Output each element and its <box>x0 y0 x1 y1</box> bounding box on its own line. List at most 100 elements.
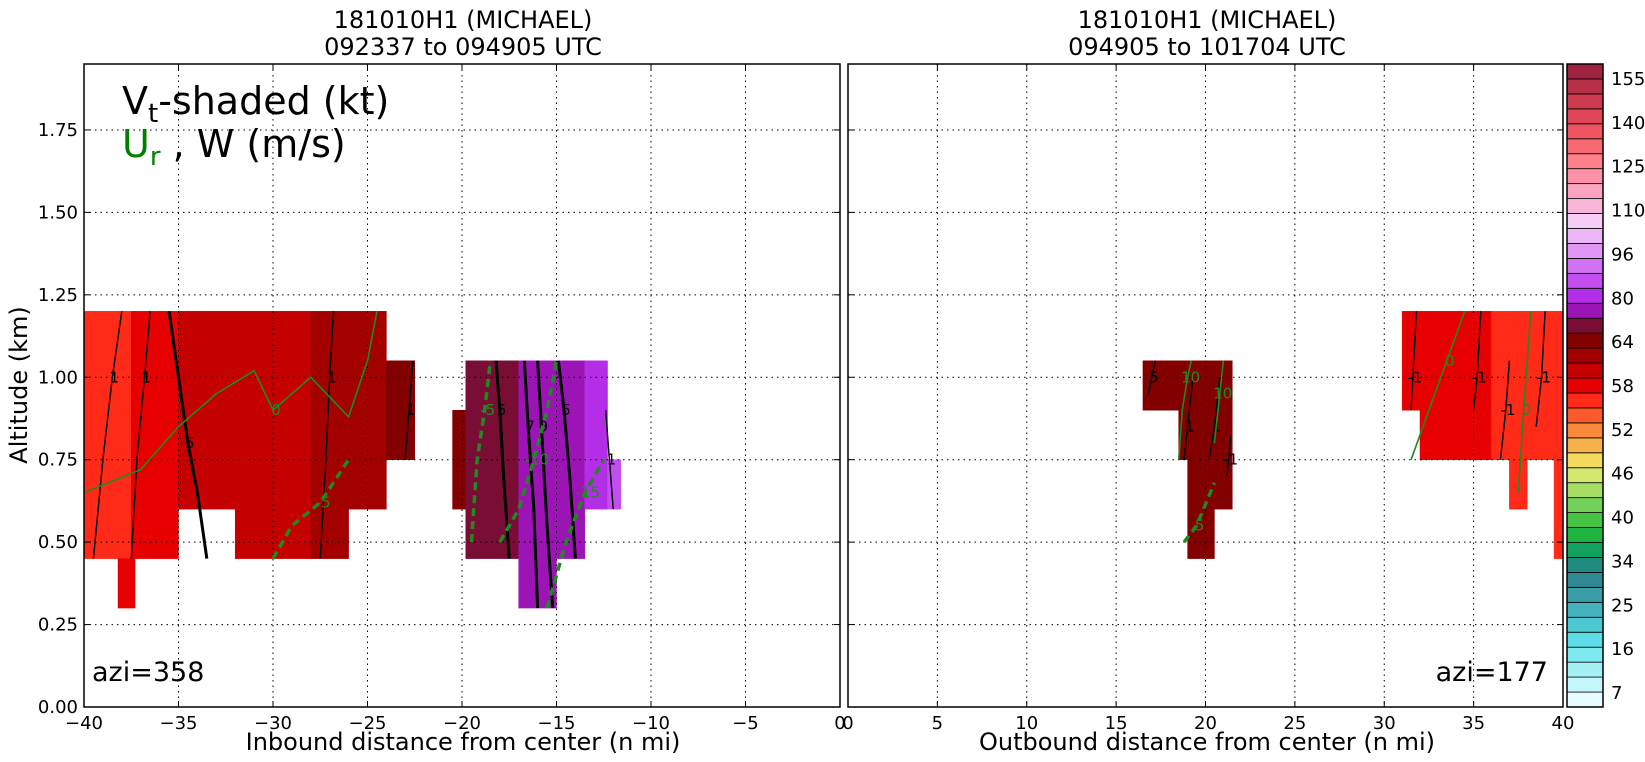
left-w-contour <box>92 311 123 559</box>
left-w-contour <box>494 360 511 559</box>
colorbar-tick-label: 125 <box>1611 157 1645 178</box>
right-x-tick-label: 15 <box>1105 713 1128 734</box>
left-ur-contour <box>271 458 351 560</box>
colorbar-swatch <box>1566 183 1604 199</box>
right-ur-contour-label: 10 <box>1213 385 1232 403</box>
colorbar-tick-label: 96 <box>1611 244 1634 265</box>
colorbar-tick-label: 16 <box>1611 639 1634 660</box>
legend-ur-line: Ur , W (m/s) <box>122 122 346 172</box>
colorbar-tick-label: 40 <box>1611 508 1634 529</box>
colorbar-swatch <box>1566 302 1604 319</box>
left-x-axis-label: Inbound distance from center (n mi) <box>246 728 681 756</box>
colorbar-swatch <box>1566 78 1604 95</box>
colorbar-swatch <box>1566 347 1604 364</box>
right-vt-cell <box>1527 311 1564 460</box>
right-w-contour-label: -1 <box>1500 401 1515 419</box>
right-w-contour-label: 5 <box>1149 368 1159 386</box>
left-x-tick-label: −20 <box>443 713 481 734</box>
left-ur-contour <box>469 360 493 543</box>
legend-vt-v: V <box>122 79 148 123</box>
right-ur-contour <box>1517 311 1532 493</box>
right-vt-cell <box>1553 459 1564 559</box>
colorbar-tick-label: 7 <box>1611 683 1622 704</box>
left-azi-annotation: azi=358 <box>92 657 204 688</box>
left-w-contour-label: 1 <box>406 401 416 419</box>
left-ur-contour <box>545 458 606 609</box>
colorbar-tick-label: 34 <box>1611 551 1634 572</box>
colorbar-tick-label: 155 <box>1611 69 1645 90</box>
left-y-tick-label: 0.25 <box>38 615 78 636</box>
right-x-tick-label: 30 <box>1373 713 1396 734</box>
left-w-contour-label: 1 <box>327 368 337 386</box>
left-w-contour-label: 5 <box>185 434 195 452</box>
left-y-tick-label: 1.75 <box>38 120 78 141</box>
colorbar-swatch <box>1566 527 1604 543</box>
left-ur-contour-label: 0 <box>271 401 281 419</box>
right-ur-contour <box>1213 360 1225 444</box>
left-vt-cell <box>348 311 387 510</box>
colorbar-swatch <box>1566 153 1604 170</box>
left-vt-cell <box>117 558 136 609</box>
colorbar-swatch <box>1566 332 1604 349</box>
colorbar-swatch <box>1566 138 1604 155</box>
left-w-contour-label: 1 <box>110 368 120 386</box>
left-ur-contour-label: -10 <box>525 451 550 469</box>
right-w-contour <box>1472 311 1482 411</box>
left-y-tick-label: 1.00 <box>38 367 78 388</box>
colorbar-swatch <box>1566 586 1604 603</box>
colorbar-swatch <box>1566 198 1604 214</box>
colorbar-tick-label: 80 <box>1611 288 1634 309</box>
right-x-axis-label: Outbound distance from center (n mi) <box>979 728 1435 756</box>
colorbar-tick-label: 110 <box>1611 201 1645 222</box>
left-ur-contour-label: -5 <box>480 401 495 419</box>
left-ur-contour <box>83 311 378 494</box>
left-x-tick-label: −15 <box>538 713 576 734</box>
left-x-tick-label: 0 <box>834 713 845 734</box>
colorbar-swatch <box>1566 63 1604 80</box>
right-w-contour-label: -1 <box>1472 368 1487 386</box>
colorbar-tick-label: 25 <box>1611 595 1634 616</box>
left-w-contour <box>536 360 555 609</box>
right-vt-cell <box>1187 459 1215 559</box>
colorbar-swatch <box>1566 557 1604 573</box>
left-w-contour <box>319 311 335 559</box>
colorbar-swatch <box>1566 228 1604 244</box>
colorbar-swatch <box>1566 512 1604 528</box>
colorbar-swatch <box>1566 123 1604 140</box>
left-vt-cell <box>83 311 132 559</box>
left-x-tick-label: −25 <box>349 713 387 734</box>
colorbar-tick-label: 58 <box>1611 376 1634 397</box>
right-x-tick-label: 0 <box>842 713 853 734</box>
colorbar-swatch <box>1566 213 1604 229</box>
colorbar-swatch <box>1566 542 1604 558</box>
left-w-contour-label: 1 <box>607 451 617 469</box>
left-title-line2: 092337 to 094905 UTC <box>324 33 602 61</box>
right-x-tick-label: 20 <box>1194 713 1217 734</box>
left-y-tick-label: 0.00 <box>38 697 78 718</box>
right-w-contour <box>1410 311 1418 411</box>
colorbar-swatch <box>1566 616 1604 633</box>
right-w-contour <box>1183 377 1194 460</box>
colorbar-swatch <box>1566 601 1604 618</box>
colorbar-swatch <box>1566 437 1604 454</box>
colorbar-swatch <box>1566 392 1604 409</box>
legend-ur-rest: , W (m/s) <box>161 122 346 166</box>
left-ur-contour-label: -15 <box>576 484 601 502</box>
right-ur-contour-label: 5 <box>1195 517 1205 535</box>
right-ur-contour <box>1182 482 1217 544</box>
right-w-contour-label: -1 <box>1536 368 1551 386</box>
right-w-contour <box>1535 311 1546 427</box>
colorbar-swatch <box>1566 631 1604 648</box>
right-x-tick-label: 10 <box>1015 713 1038 734</box>
legend-vt-sub: t <box>148 99 158 129</box>
colorbar-tick-label: 140 <box>1611 113 1645 134</box>
left-vt-cell <box>234 311 312 559</box>
left-y-tick-label: 0.75 <box>38 450 78 471</box>
right-title-line1: 181010H1 (MICHAEL) <box>1078 6 1337 34</box>
right-w-contour-label: 1 <box>1185 418 1195 436</box>
left-x-tick-label: −35 <box>160 713 198 734</box>
left-vt-cell <box>386 360 415 460</box>
right-w-contour <box>1208 377 1221 460</box>
